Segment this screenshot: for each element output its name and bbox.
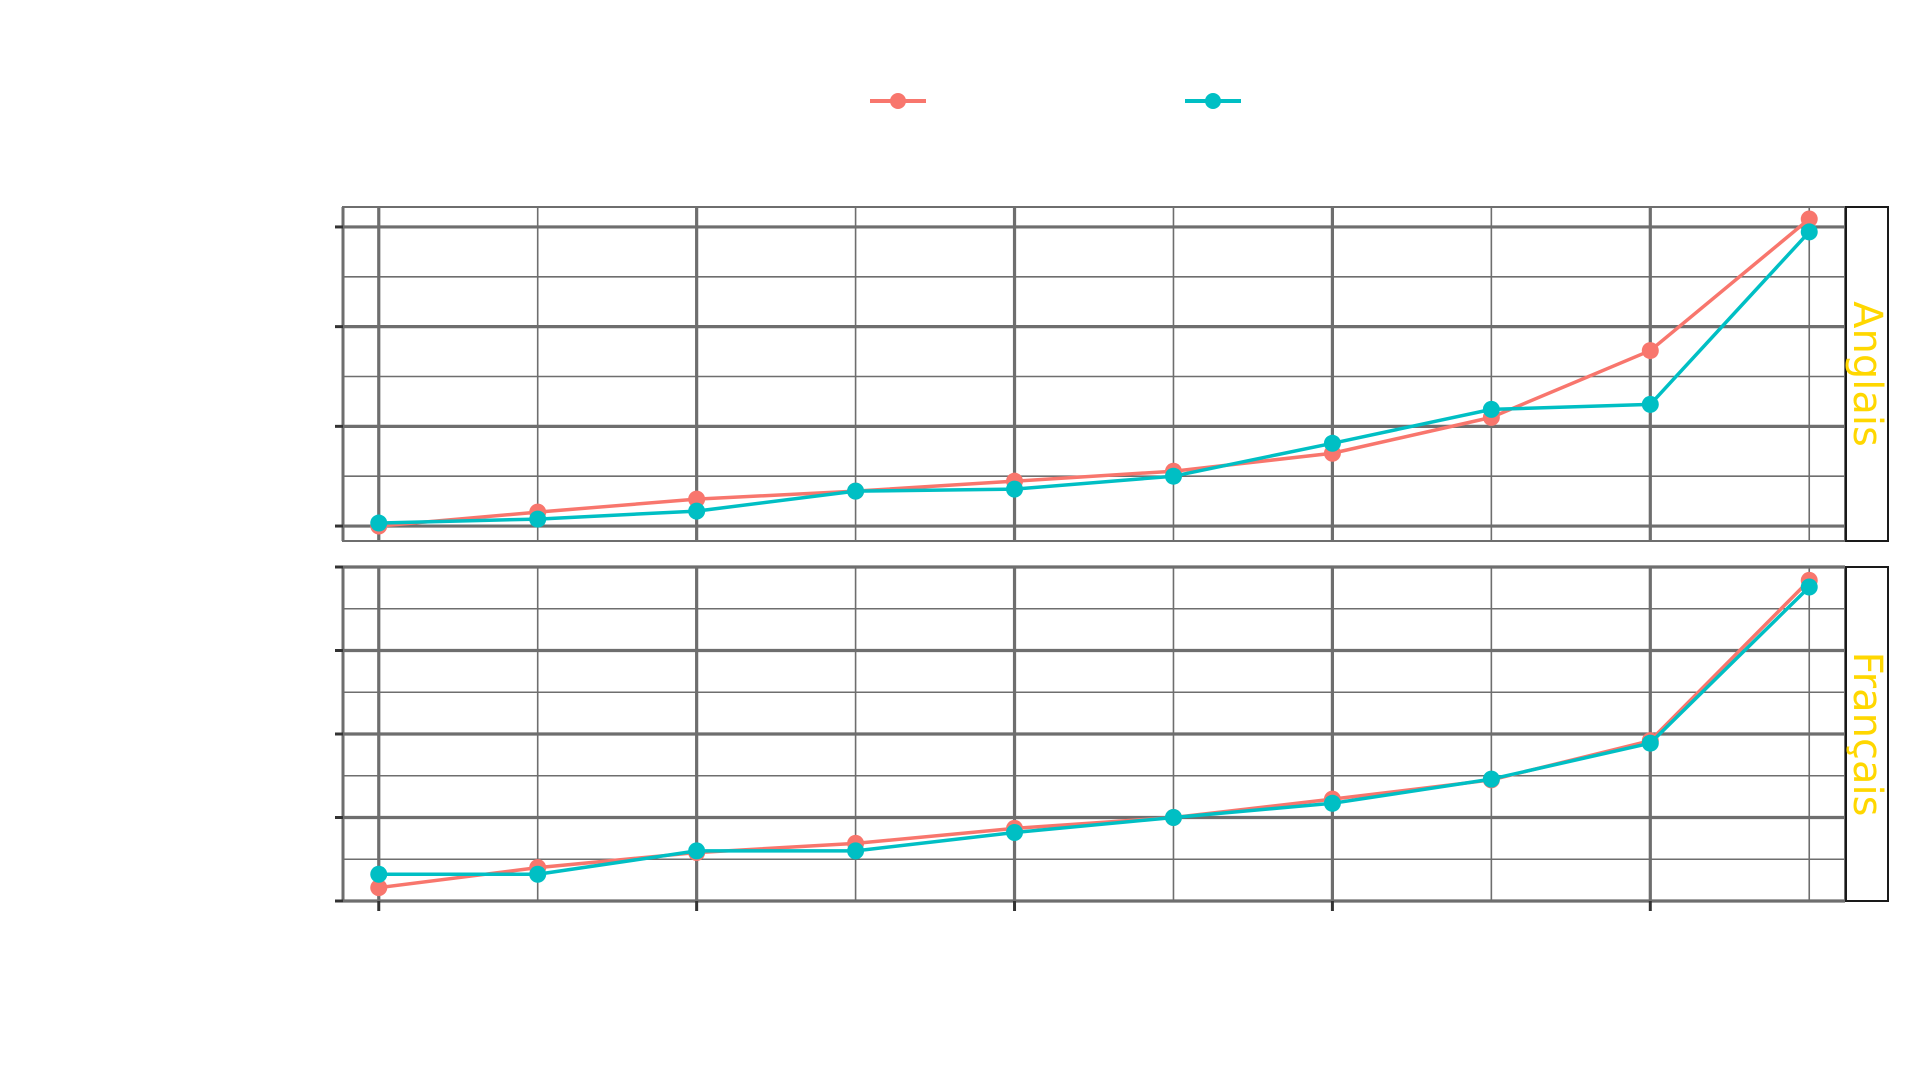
x-axis: 1 3 5 7 9 <box>343 899 1845 943</box>
data-point <box>1800 223 1818 241</box>
data-point <box>1641 395 1659 413</box>
data-point <box>847 482 865 500</box>
data-point <box>1006 480 1024 498</box>
data-point <box>529 510 547 528</box>
data-point <box>1164 809 1182 826</box>
panels: 0 1 2 3 Anglais 0 1 2 3 4 Français <box>315 206 1890 915</box>
data-point <box>529 865 547 883</box>
data-point <box>1006 824 1024 842</box>
data-point <box>1641 342 1659 360</box>
series-group <box>370 571 1818 897</box>
legend-item-2 <box>1185 93 1241 109</box>
facet-strip: Anglais <box>1844 206 1890 542</box>
series-line-2 <box>378 585 1811 877</box>
x-tick-label: 5 <box>1008 918 1022 943</box>
data-point <box>1800 210 1818 228</box>
data-point <box>688 502 706 520</box>
data-point <box>370 879 388 897</box>
series-line-2 <box>378 230 1811 525</box>
y-axis: 0 1 2 3 4 <box>315 556 345 915</box>
y-tick-label: 2 <box>315 316 329 341</box>
x-tick-label: 7 <box>1325 918 1339 943</box>
panel-background <box>342 206 1846 542</box>
y-tick-label: 0 <box>315 515 329 540</box>
data-point <box>1800 578 1818 596</box>
series-line-1 <box>378 217 1811 528</box>
data-point <box>370 514 388 532</box>
x-tick-label: 1 <box>372 918 386 943</box>
facet-strip-label: Français <box>1844 652 1890 817</box>
data-point <box>688 490 706 508</box>
facet-strip: Français <box>1844 566 1890 902</box>
y-tick-label: 0 <box>315 890 329 915</box>
data-point <box>1323 434 1341 452</box>
data-point <box>1164 467 1182 485</box>
y-tick-label: 3 <box>315 216 329 241</box>
y-tick-label: 1 <box>315 807 329 832</box>
y-tick-label: 1 <box>315 415 329 440</box>
series-group <box>370 210 1818 535</box>
legend-key-point <box>1205 93 1221 109</box>
data-point <box>370 865 388 883</box>
x-tick-label: 3 <box>690 918 704 943</box>
y-axis: 0 1 2 3 <box>315 207 345 541</box>
y-tick-label: 3 <box>315 640 329 665</box>
data-point <box>1482 770 1500 788</box>
data-point <box>1482 400 1500 418</box>
data-point <box>1323 794 1341 812</box>
x-tick-label: 9 <box>1643 918 1657 943</box>
legend <box>870 93 1241 109</box>
facet-strip-box <box>1845 206 1889 542</box>
facet-strip-box <box>1845 566 1889 902</box>
legend-key-point <box>890 93 906 109</box>
data-point <box>847 842 865 860</box>
facet-strip-label: Anglais <box>1844 301 1890 447</box>
data-point <box>1641 734 1659 752</box>
panel-1: 0 1 2 3 Anglais <box>315 206 1890 542</box>
data-point <box>688 842 706 860</box>
legend-item-1 <box>870 93 926 109</box>
y-tick-label: 4 <box>315 556 329 581</box>
y-tick-label: 2 <box>315 723 329 748</box>
panel-2: 0 1 2 3 4 Français <box>315 556 1890 915</box>
